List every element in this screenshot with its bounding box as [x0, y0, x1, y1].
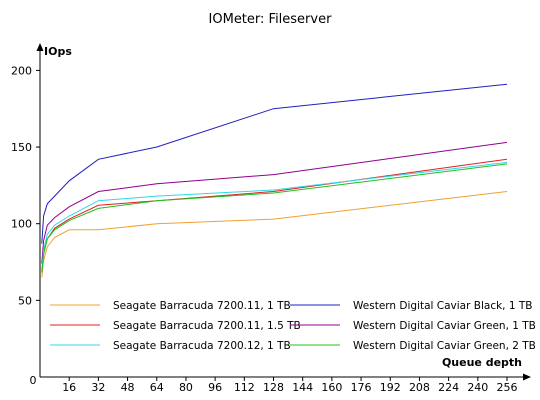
x-tick-label: 144	[292, 381, 313, 394]
x-tick-label: 16	[62, 381, 76, 394]
chart-title: IOMeter: Fileserver	[209, 12, 333, 27]
x-tick-label: 32	[91, 381, 105, 394]
x-axis-label: Queue depth	[442, 356, 522, 369]
x-tick-label: 240	[467, 381, 488, 394]
legend-label-4: Western Digital Caviar Green, 1 TB	[353, 320, 536, 332]
x-tick-label: 48	[121, 381, 135, 394]
legend: Seagate Barracuda 7200.11, 1 TB Western D…	[50, 300, 536, 352]
x-axis-arrow	[523, 373, 531, 381]
series-line-1	[41, 191, 508, 278]
x-tick-label: 112	[234, 381, 255, 394]
y-ticks: 50 100 150 200	[11, 64, 40, 307]
x-ticks: 16 32 48 64 80 96 112 128 144 160 176 192 208 224 240 2…	[62, 377, 518, 394]
x-tick-label: 224	[438, 381, 459, 394]
x-tick-label: 160	[321, 381, 342, 394]
legend-label-2: Western Digital Caviar Black, 1 TB	[353, 300, 533, 312]
y-axis-label: IOps	[44, 45, 72, 58]
legend-label-3: Seagate Barracuda 7200.11, 1.5 TB	[113, 320, 301, 332]
series-line-5	[41, 161, 508, 270]
legend-label-1: Seagate Barracuda 7200.11, 1 TB	[113, 300, 291, 312]
x-tick-label: 192	[380, 381, 401, 394]
x-tick-label: 64	[150, 381, 164, 394]
series-line-2	[41, 83, 508, 244]
y-tick-label: 150	[11, 141, 32, 154]
series-lines	[41, 83, 508, 278]
series-line-4	[41, 141, 508, 264]
x-tick-label: 80	[179, 381, 193, 394]
y-axis-arrow	[36, 43, 44, 51]
x-tick-label: 128	[263, 381, 284, 394]
series-line-3	[41, 158, 508, 272]
x-tick-label: 176	[351, 381, 372, 394]
y-tick-label: 50	[18, 294, 32, 307]
x-tick-label: 208	[409, 381, 430, 394]
y-tick-label: 200	[11, 64, 32, 77]
series-line-6	[41, 163, 508, 273]
y-tick-label: 100	[11, 218, 32, 231]
x-tick-label: 96	[208, 381, 222, 394]
legend-label-5: Seagate Barracuda 7200.12, 1 TB	[113, 340, 291, 352]
x-tick-label: 256	[497, 381, 518, 394]
origin-tick-label: 0	[30, 374, 37, 387]
legend-label-6: Western Digital Caviar Green, 2 TB	[353, 340, 536, 352]
